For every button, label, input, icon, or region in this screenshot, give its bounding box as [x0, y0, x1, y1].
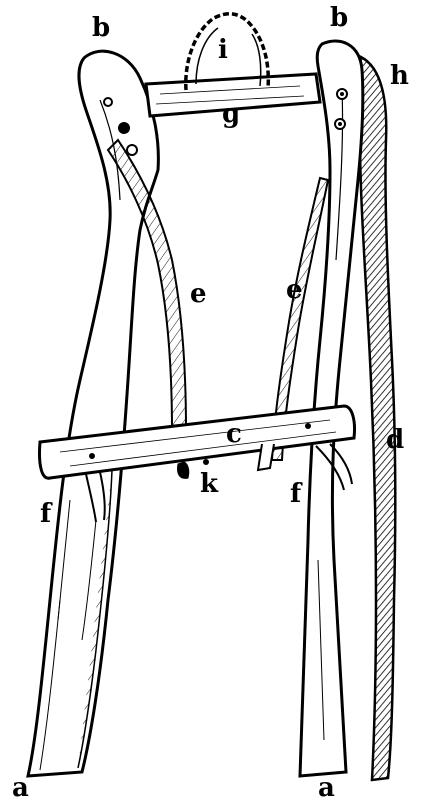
label-k: k: [200, 469, 219, 499]
label-h: h: [390, 61, 409, 91]
label-d: d: [386, 425, 404, 455]
label-f-right: f: [290, 479, 303, 509]
label-b-left: b: [92, 13, 110, 43]
lower-crossbar-c: [38, 404, 356, 480]
right-bolt-holes: [334, 88, 348, 130]
label-e-right: e: [286, 275, 303, 305]
chain-loop-i: [184, 12, 271, 91]
label-f-left: f: [40, 499, 53, 529]
left-hame-arm: [26, 49, 160, 778]
left-bolt-holes: [103, 97, 138, 156]
right-tie-f: [256, 443, 353, 491]
left-tie-f: [85, 471, 106, 523]
right-side-board-d: [348, 53, 397, 782]
label-a-left: a: [12, 773, 29, 800]
label-a-right: a: [318, 773, 335, 800]
label-e-left: e: [190, 279, 207, 309]
top-crossbar-g: [144, 72, 322, 118]
label-b-right: b: [330, 3, 348, 33]
label-i: i: [218, 35, 228, 65]
fastening-k: [177, 459, 209, 479]
label-c: c: [226, 419, 242, 449]
label-g: g: [222, 99, 240, 129]
